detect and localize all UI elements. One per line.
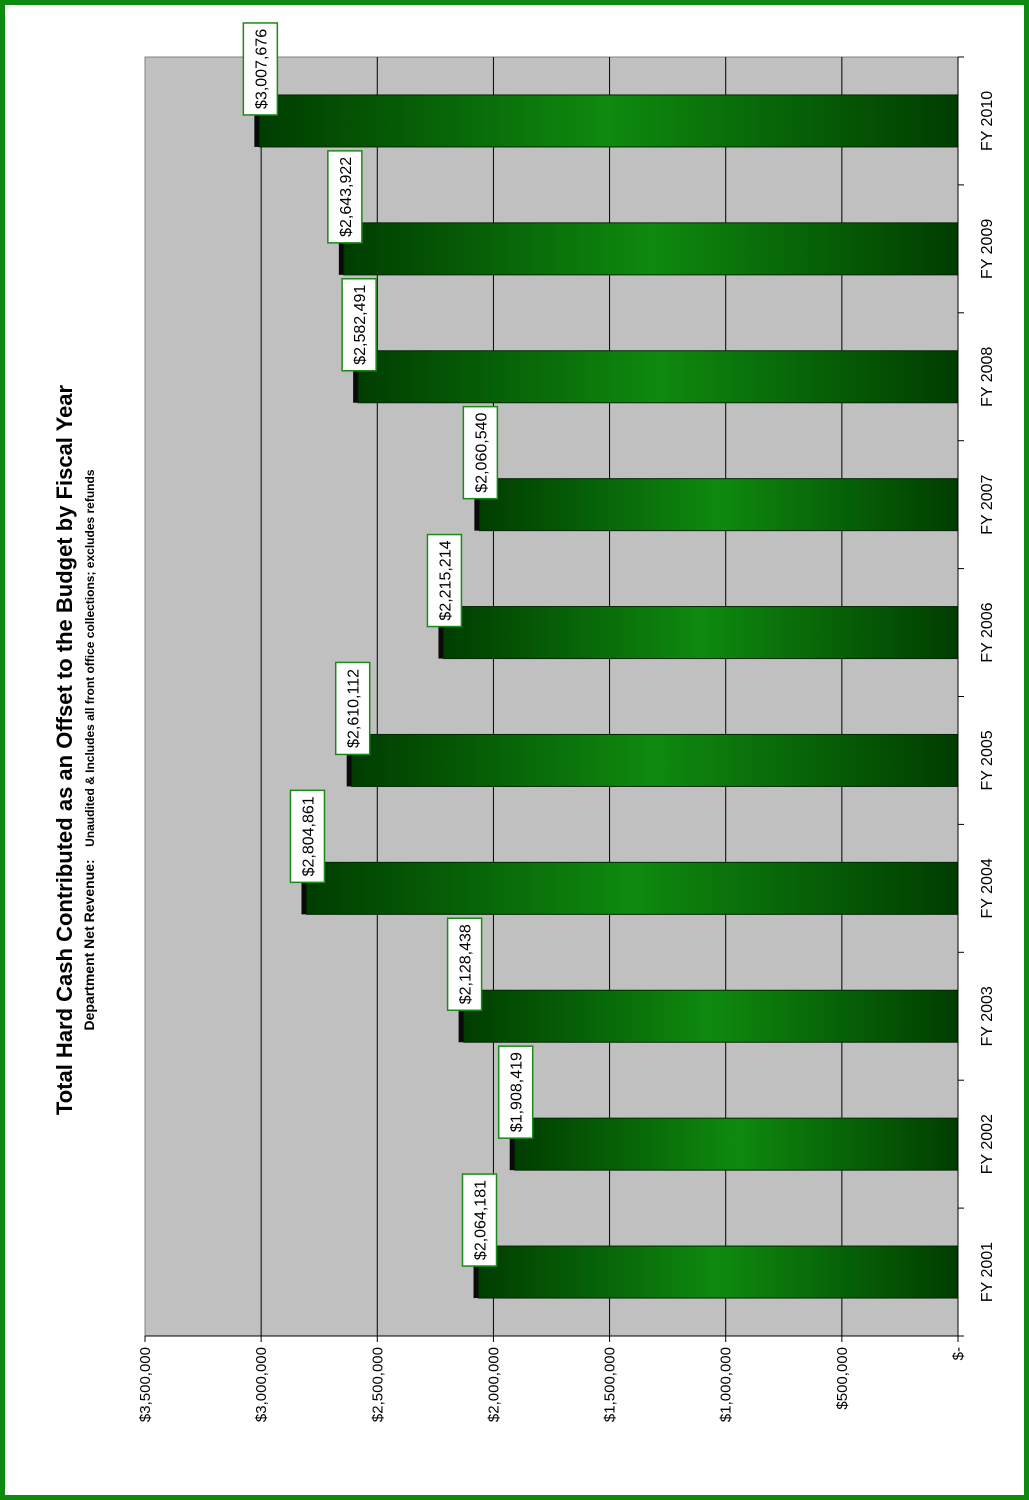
- bar: [479, 479, 958, 531]
- chart-title-group: Total Hard Cash Contributed as an Offset…: [52, 384, 77, 1115]
- data-label-text: $2,582,491: [352, 285, 369, 365]
- category-label: FY 2010: [979, 91, 996, 151]
- data-label-text: $2,804,861: [300, 796, 317, 876]
- category-label: FY 2003: [979, 986, 996, 1046]
- category-label: FY 2001: [979, 1242, 996, 1302]
- category-label: FY 2008: [979, 347, 996, 407]
- data-label: $2,060,540: [463, 407, 497, 499]
- data-label: $2,064,181: [463, 1174, 497, 1266]
- value-tick-label: $500,000: [834, 1347, 851, 1410]
- value-axis-ticks: $- $500,000 $1,000,000 $1,500,000 $2,000,000…: [137, 1336, 967, 1422]
- value-tick-label: $3,000,000: [253, 1347, 270, 1422]
- data-label-text: $2,128,438: [458, 924, 475, 1004]
- value-tick-label: $1,500,000: [602, 1347, 619, 1422]
- bar: [352, 734, 958, 786]
- data-label-text: $3,007,676: [253, 29, 270, 109]
- bar: [358, 351, 958, 403]
- category-label: FY 2007: [979, 474, 996, 534]
- data-label: $2,215,214: [427, 535, 461, 627]
- data-label: $3,007,676: [243, 23, 277, 115]
- data-label: $1,908,419: [499, 1046, 533, 1138]
- bar: [259, 95, 958, 147]
- category-label: FY 2005: [979, 730, 996, 790]
- bar: [479, 1246, 958, 1298]
- data-label-text: $2,060,540: [473, 413, 490, 493]
- category-axis-labels: FY 2001 FY 2002 FY 2003 FY 2004 FY 2005 FY 20…: [958, 57, 996, 1336]
- bar: [515, 1118, 958, 1170]
- subtitle-rest: Unaudited & Includes all front office co…: [83, 469, 97, 847]
- chart-title: Total Hard Cash Contributed as an Offset…: [52, 384, 77, 1115]
- chart-subtitle-group: Department Net Revenue: Unaudited & Incl…: [81, 469, 98, 1030]
- data-label: $2,643,922: [328, 151, 362, 243]
- data-label-text: $2,643,922: [338, 157, 355, 237]
- value-tick-label: $1,000,000: [718, 1347, 735, 1422]
- data-label-text: $2,215,214: [437, 540, 454, 620]
- data-label: $2,804,861: [290, 790, 324, 882]
- subtitle-bold: Department Net Revenue:: [81, 859, 97, 1030]
- category-label: FY 2002: [979, 1114, 996, 1174]
- data-label: $2,610,112: [336, 662, 370, 754]
- data-label: $2,128,438: [448, 918, 482, 1010]
- plot-area: $- $500,000 $1,000,000 $1,500,000 $2,000,000…: [137, 23, 996, 1422]
- bar: [443, 607, 958, 659]
- value-tick-label: $-: [950, 1347, 967, 1360]
- category-label: FY 2006: [979, 602, 996, 662]
- value-tick-label: $2,500,000: [369, 1347, 386, 1422]
- bar: [344, 223, 958, 275]
- bar: [464, 990, 958, 1042]
- data-label-text: $1,908,419: [509, 1052, 526, 1132]
- value-tick-label: $2,000,000: [485, 1347, 502, 1422]
- value-tick-label: $3,500,000: [137, 1347, 154, 1422]
- data-label: $2,582,491: [342, 279, 376, 371]
- data-label-text: $2,610,112: [346, 669, 363, 748]
- bar: [306, 862, 958, 914]
- chart-subtitle: Department Net Revenue: Unaudited & Incl…: [81, 469, 98, 1030]
- category-label: FY 2009: [979, 219, 996, 279]
- category-label: FY 2004: [979, 858, 996, 918]
- data-label-text: $2,064,181: [473, 1180, 490, 1260]
